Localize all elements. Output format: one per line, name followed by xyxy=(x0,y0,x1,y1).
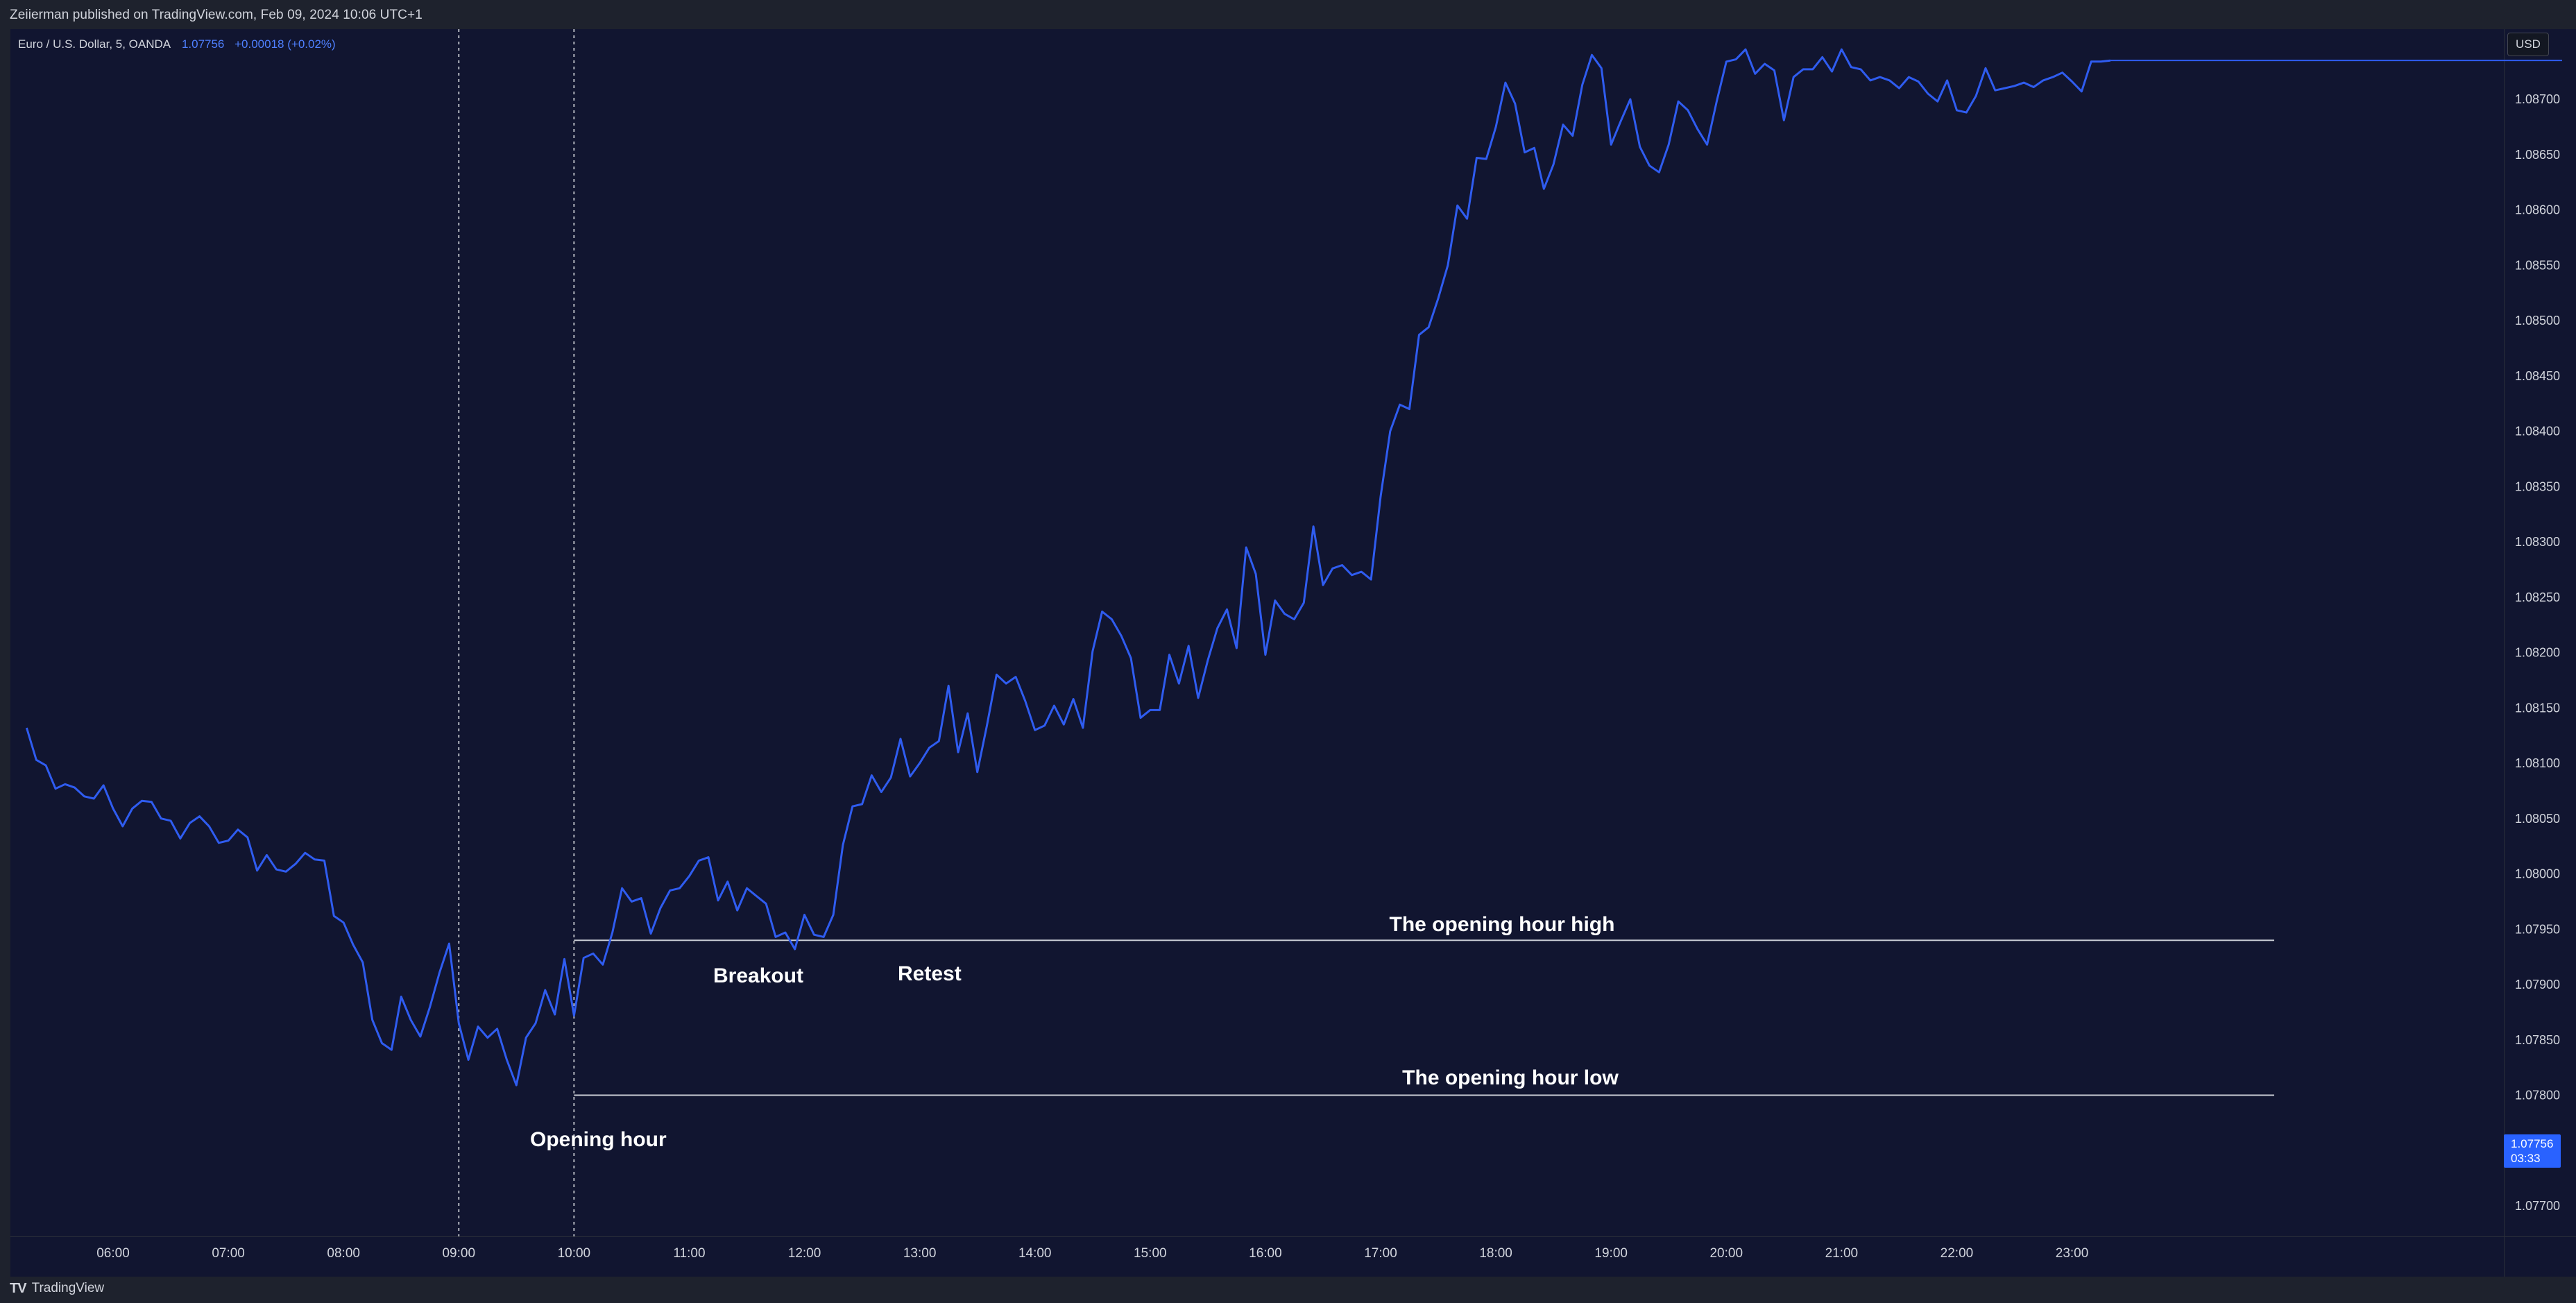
left-strip xyxy=(0,29,10,1277)
footer-bar xyxy=(0,1277,2576,1303)
time-tick-label: 22:00 xyxy=(1940,1246,1974,1261)
legend-symbol: Euro / U.S. Dollar, 5, OANDA xyxy=(18,37,171,51)
price-tick-label: 1.08350 xyxy=(2515,479,2560,493)
tradingview-logo-icon: TV xyxy=(10,1280,27,1296)
footer-brand: TradingView xyxy=(31,1281,105,1295)
current-price-tag: 1.07756 03:33 xyxy=(2504,1134,2561,1168)
time-tick-label: 15:00 xyxy=(1134,1246,1167,1261)
svg-text:Euro / U.S. Dollar, 5, OANDA: Euro / U.S. Dollar, 5, OANDA 1.07756 +0.… xyxy=(18,37,336,51)
breakout-label: Breakout xyxy=(713,964,803,987)
time-tick-label: 08:00 xyxy=(327,1246,360,1261)
time-axis[interactable] xyxy=(10,1236,2504,1277)
time-tick-label: 09:00 xyxy=(442,1246,475,1261)
price-tick-label: 1.08450 xyxy=(2515,369,2560,383)
price-series-line xyxy=(25,48,2111,1087)
top-bar: Zeiierman published on TradingView.com, … xyxy=(0,0,2576,29)
price-axis[interactable] xyxy=(2504,29,2576,1236)
opening-hour-label: Opening hour xyxy=(530,1128,667,1151)
currency-button[interactable]: USD xyxy=(2507,33,2549,56)
legend-change: +0.00018 (+0.02%) xyxy=(234,37,336,51)
price-tick-label: 1.08200 xyxy=(2515,646,2560,660)
time-tick-label: 13:00 xyxy=(903,1246,937,1261)
current-price-value: 1.07756 xyxy=(2511,1137,2554,1150)
axis-corner xyxy=(2504,1236,2576,1277)
price-tick-label: 1.08700 xyxy=(2515,92,2560,106)
publisher-caption: Zeiierman published on TradingView.com, … xyxy=(10,8,423,22)
price-tick-label: 1.08400 xyxy=(2515,425,2560,438)
time-tick-label: 06:00 xyxy=(96,1246,130,1261)
time-tick-label: 20:00 xyxy=(1709,1246,1743,1261)
price-tick-label: 1.08550 xyxy=(2515,258,2560,272)
time-tick-label: 16:00 xyxy=(1249,1246,1282,1261)
price-tick-labels: 1.08700 1.08650 1.08600 1.08550 1.08500 1.084… xyxy=(2515,92,2560,1213)
price-tick-label: 1.08150 xyxy=(2515,701,2560,715)
time-tick-label: 18:00 xyxy=(1479,1246,1512,1261)
price-tick-label: 1.08050 xyxy=(2515,812,2560,826)
bar-countdown: 03:33 xyxy=(2511,1152,2541,1165)
price-tick-label: 1.08250 xyxy=(2515,590,2560,604)
price-tick-label: 1.08600 xyxy=(2515,203,2560,217)
time-tick-label: 21:00 xyxy=(1825,1246,1859,1261)
time-tick-label: 19:00 xyxy=(1594,1246,1628,1261)
chart-pane[interactable] xyxy=(10,29,2504,1236)
opening-hour-high-label: The opening hour high xyxy=(1390,913,1615,936)
price-tick-label: 1.08100 xyxy=(2515,756,2560,770)
time-tick-label: 17:00 xyxy=(1364,1246,1397,1261)
price-tick-label: 1.08650 xyxy=(2515,148,2560,162)
opening-hour-low-label: The opening hour low xyxy=(1402,1066,1619,1089)
time-tick-label: 07:00 xyxy=(212,1246,245,1261)
legend-last-value: 1.07756 xyxy=(182,37,224,51)
price-tick-label: 1.07700 xyxy=(2515,1199,2560,1213)
price-tick-label: 1.08300 xyxy=(2515,535,2560,549)
tradingview-logo[interactable]: TV TradingView xyxy=(10,1278,104,1299)
price-tick-label: 1.07900 xyxy=(2515,978,2560,991)
price-tick-label: 1.08000 xyxy=(2515,867,2560,881)
retest-label: Retest xyxy=(898,962,962,985)
time-tick-label: 14:00 xyxy=(1018,1246,1052,1261)
price-tick-label: 1.07850 xyxy=(2515,1033,2560,1047)
time-tick-label: 10:00 xyxy=(558,1246,591,1261)
price-tick-label: 1.07950 xyxy=(2515,922,2560,936)
time-tick-label: 12:00 xyxy=(788,1246,821,1261)
time-tick-label: 11:00 xyxy=(673,1246,705,1261)
time-tick-label: 23:00 xyxy=(2056,1246,2089,1261)
time-tick-labels: 06:00 07:00 08:00 09:00 10:00 11:00 12:00 13:00… xyxy=(96,1246,2088,1261)
price-tick-label: 1.07800 xyxy=(2515,1089,2560,1102)
price-tick-label: 1.08500 xyxy=(2515,314,2560,327)
